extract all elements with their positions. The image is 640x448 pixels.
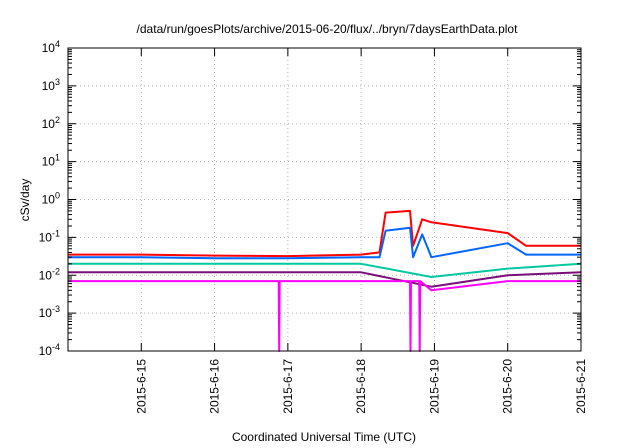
y-tick-label: 10-4 <box>39 342 60 358</box>
x-tick-label: 2015-6-18 <box>354 359 368 414</box>
y-tick-label: 10-2 <box>39 266 60 282</box>
x-tick-label: 2015-6-21 <box>574 359 588 414</box>
x-tick-label: 2015-6-20 <box>501 359 515 414</box>
x-tick-label: 2015-6-17 <box>281 359 295 414</box>
series-line-5 <box>68 280 581 352</box>
y-tick-label: 103 <box>42 77 60 93</box>
series-line-3 <box>68 262 582 278</box>
y-axis-label: cSv/day <box>18 179 32 222</box>
chart-title: /data/run/goesPlots/archive/2015-06-20/f… <box>137 22 519 36</box>
x-tick-label: 2015-6-16 <box>208 359 222 414</box>
data-series <box>68 209 582 352</box>
y-tick-label: 101 <box>42 153 60 169</box>
grid-lines <box>68 48 581 351</box>
y-axis-ticks: 10-4 10-3 10-2 10-1 100 101 102 103 104 <box>39 39 581 358</box>
y-tick-label: 104 <box>42 39 60 55</box>
x-axis-label: Coordinated Universal Time (UTC) <box>232 430 416 444</box>
y-tick-label: 102 <box>42 115 60 131</box>
y-tick-label: 100 <box>42 191 60 207</box>
x-axis-ticks: 2015-6-15 2015-6-16 2015-6-17 2015-6-18 2015… <box>134 48 588 414</box>
series-line-4 <box>68 271 582 288</box>
y-tick-label: 10-3 <box>39 304 60 320</box>
x-tick-label: 2015-6-15 <box>134 359 148 414</box>
x-tick-label: 2015-6-19 <box>427 359 441 414</box>
series-line-2 <box>68 226 581 260</box>
y-tick-label: 10-1 <box>39 228 60 244</box>
series-line-1 <box>68 209 581 258</box>
